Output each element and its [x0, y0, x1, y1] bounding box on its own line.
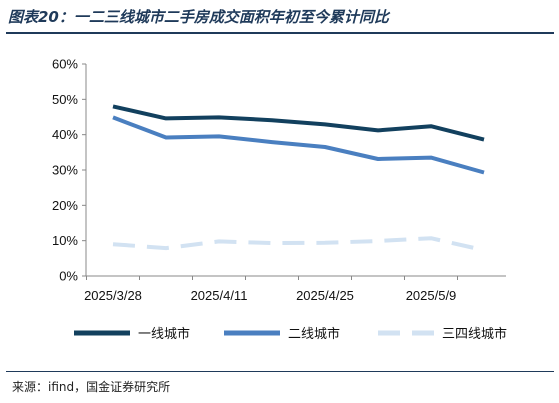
y-tick-label: 30% — [52, 163, 78, 178]
series-line-1 — [112, 104, 485, 142]
y-tick-label: 20% — [52, 198, 78, 213]
y-tick-label: 0% — [59, 269, 78, 284]
series-line-2 — [112, 115, 485, 175]
y-tick-label: 50% — [52, 92, 78, 107]
line-chart: 0% 10% 20% 30% 40% 50% 60% 2025/3/28 2025/4/11 20… — [52, 57, 507, 343]
x-tick-label: 2025/4/11 — [191, 288, 248, 303]
chart-series — [112, 104, 485, 253]
chart-title: 图表20：一二三线城市二手房成交面积年初至今累计同比 — [8, 8, 389, 26]
legend-label: 三四线城市 — [442, 326, 507, 342]
x-tick-label: 2025/5/9 — [406, 288, 457, 303]
y-tick-label: 60% — [52, 57, 78, 72]
x-tick-label: 2025/4/25 — [296, 288, 354, 303]
y-tick-label: 40% — [52, 127, 78, 142]
y-tick-label: 10% — [52, 233, 78, 248]
source-note: 来源：ifind，国金证券研究所 — [12, 380, 171, 394]
chart-axes: 0% 10% 20% 30% 40% 50% 60% 2025/3/28 2025/4/11 20… — [52, 57, 506, 303]
legend-label: 二线城市 — [288, 326, 340, 342]
x-tick-label: 2025/3/28 — [84, 288, 142, 303]
footer-divider — [6, 371, 554, 372]
series-line-3 — [112, 236, 485, 253]
legend-label: 一线城市 — [138, 326, 190, 342]
title-divider — [6, 32, 554, 34]
chart-legend: 一线城市 二线城市 三四线城市 — [74, 326, 507, 342]
